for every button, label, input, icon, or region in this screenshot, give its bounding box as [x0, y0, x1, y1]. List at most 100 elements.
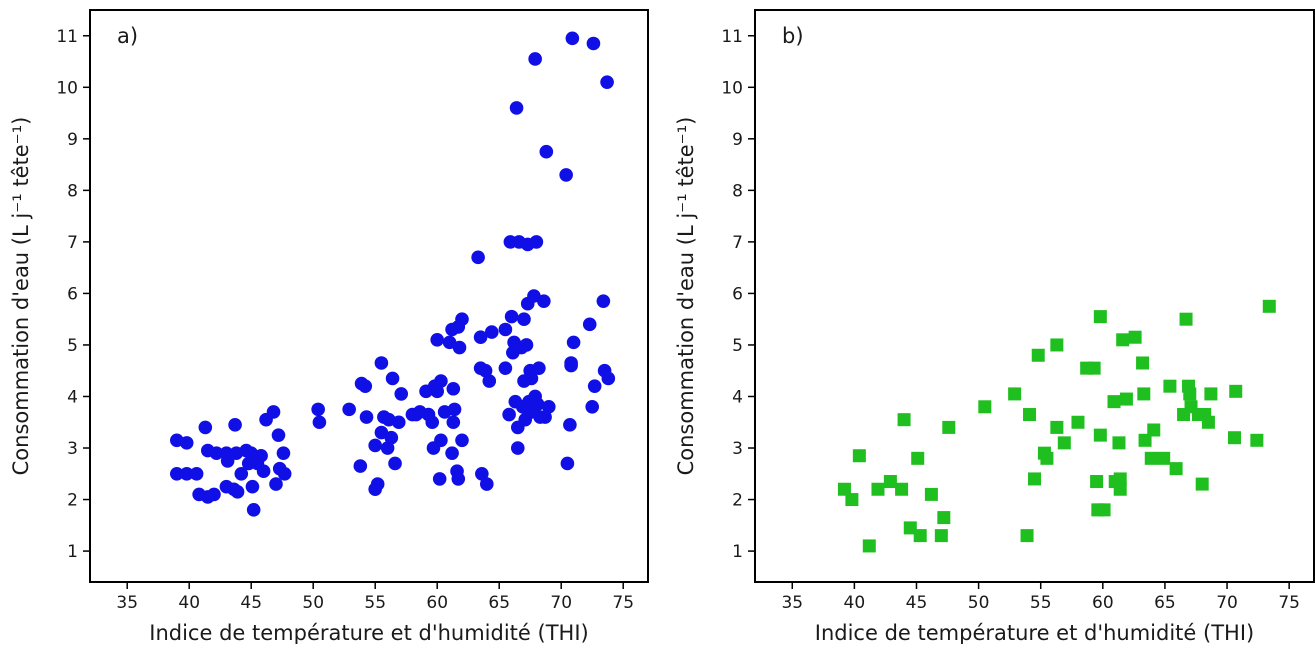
data-point-circle	[246, 503, 261, 517]
panel-label: b)	[782, 24, 804, 48]
y-tick-label: 6	[67, 284, 78, 304]
data-point-circle	[198, 420, 213, 435]
data-point-square	[883, 475, 897, 489]
data-point-square	[978, 400, 992, 414]
data-point-circle	[434, 374, 448, 388]
data-point-circle	[480, 477, 494, 491]
x-tick-label: 55	[364, 593, 386, 613]
data-point-circle	[473, 330, 488, 345]
y-tick-label: 6	[732, 284, 743, 304]
x-tick-label: 45	[906, 593, 928, 613]
y-axis-title: Consommation d'eau (L j⁻¹ tête⁻¹)	[674, 117, 698, 476]
x-axis: 35 40 45 50 55 60 65 70 75	[116, 582, 634, 613]
data-point-circle	[228, 418, 242, 432]
data-point-square	[1040, 451, 1054, 465]
data-point-square	[1057, 436, 1071, 450]
data-point-circle	[471, 250, 485, 265]
data-point-circle	[511, 441, 525, 455]
data-point-circle	[596, 294, 611, 308]
y-tick-label: 10	[721, 78, 743, 98]
data-point-circle	[374, 356, 389, 370]
data-point-circle	[445, 446, 459, 460]
data-point-circle	[311, 402, 325, 417]
y-tick-label: 3	[732, 439, 743, 459]
data-point-circle	[559, 168, 573, 182]
data-point-square	[1090, 475, 1104, 489]
data-point-circle	[230, 485, 245, 499]
data-point-circle	[368, 438, 383, 453]
data-point-circle	[394, 387, 409, 401]
data-point-square	[1183, 387, 1197, 401]
data-point-circle	[582, 317, 597, 332]
data-point-square	[871, 482, 885, 496]
y-tick-label: 10	[56, 78, 78, 98]
data-point-square	[837, 482, 851, 496]
data-point-square	[1113, 472, 1127, 486]
y-tick-label: 3	[67, 439, 78, 459]
data-point-square	[897, 413, 911, 427]
data-point-circle	[277, 466, 292, 481]
data-point-circle	[391, 415, 406, 430]
x-tick-label: 75	[1278, 593, 1300, 613]
x-tick-label: 45	[240, 593, 262, 613]
data-point-circle	[234, 466, 249, 481]
data-point-square	[1050, 338, 1064, 352]
data-point-square	[1204, 387, 1218, 401]
data-point-circle	[430, 384, 445, 399]
data-point-circle	[256, 464, 271, 479]
data-point-circle	[475, 466, 489, 481]
data-point-square	[937, 511, 951, 525]
data-point-circle	[425, 415, 440, 430]
y-tick-label: 1	[67, 542, 78, 562]
data-point-square	[1087, 361, 1101, 375]
data-point-square	[1136, 356, 1150, 370]
plot-frame	[89, 9, 649, 583]
y-tick-label: 11	[721, 27, 743, 47]
data-point-circle	[342, 402, 356, 417]
data-points	[837, 299, 1276, 553]
data-point-circle	[530, 397, 545, 412]
data-point-circle	[586, 36, 601, 51]
data-point-square	[845, 493, 859, 507]
data-point-circle	[209, 446, 224, 460]
data-point-square	[1023, 408, 1037, 422]
y-axis: 1 2 3 4 5 6 7 8 9 10 11	[56, 27, 90, 562]
data-point-circle	[600, 75, 614, 89]
plot-frame	[754, 9, 1315, 583]
data-point-circle	[388, 456, 402, 471]
data-point-circle	[451, 472, 466, 486]
data-point-square	[1163, 379, 1177, 393]
x-tick-label: 50	[302, 593, 324, 613]
data-point-circle	[504, 309, 519, 324]
data-point-circle	[446, 381, 461, 396]
data-point-square	[1107, 395, 1121, 409]
data-point-circle	[370, 477, 385, 491]
data-point-circle	[220, 454, 235, 468]
panel-label: a)	[117, 24, 138, 48]
data-point-square	[1169, 462, 1183, 476]
x-tick-label: 40	[178, 593, 200, 613]
data-point-square	[1157, 451, 1171, 465]
y-tick-label: 9	[732, 130, 743, 150]
data-point-square	[1008, 387, 1022, 401]
data-point-square	[1093, 310, 1107, 324]
data-point-circle	[563, 418, 577, 432]
data-point-square	[1250, 433, 1264, 447]
data-point-circle	[566, 335, 581, 350]
data-point-square	[934, 529, 948, 543]
data-point-circle	[271, 428, 286, 442]
data-point-circle	[538, 410, 552, 424]
data-point-square	[862, 539, 876, 553]
data-point-square	[1031, 348, 1045, 362]
y-tick-label: 1	[732, 542, 743, 562]
data-point-circle	[447, 402, 462, 417]
data-point-circle	[179, 466, 194, 481]
data-point-square	[1112, 436, 1126, 450]
data-point-circle	[353, 459, 368, 473]
y-tick-label: 8	[67, 181, 78, 201]
data-point-circle	[430, 333, 445, 347]
data-point-square	[1050, 420, 1064, 434]
